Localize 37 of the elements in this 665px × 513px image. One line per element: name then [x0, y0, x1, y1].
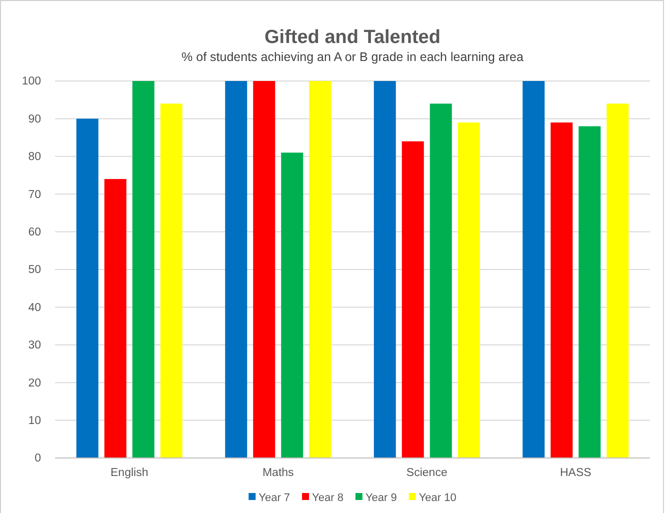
- bar: [522, 81, 545, 458]
- x-tick-label: Science: [406, 467, 448, 480]
- y-tick-label: 100: [22, 76, 41, 88]
- bar: [309, 81, 332, 458]
- y-tick-label: 60: [28, 226, 41, 238]
- y-tick-label: 50: [28, 264, 41, 276]
- y-tick-label: 30: [28, 340, 41, 352]
- x-tick-label: HASS: [560, 467, 592, 480]
- y-tick-label: 70: [28, 188, 41, 201]
- legend-label: Year 8: [312, 492, 344, 504]
- bar: [430, 104, 452, 458]
- y-tick-label: 40: [28, 302, 41, 314]
- bar: [104, 179, 126, 458]
- y-tick-label: 90: [28, 113, 41, 126]
- bar: [225, 81, 248, 458]
- bar: [550, 122, 573, 458]
- legend-label: Year 10: [418, 492, 456, 504]
- bar: [76, 118, 98, 458]
- bar: [374, 81, 396, 458]
- bar: [281, 152, 304, 458]
- legend-label: Year 9: [365, 492, 397, 504]
- legend-label: Year 7: [258, 492, 290, 504]
- bar: [458, 122, 480, 458]
- chart-subtitle: % of students achieving an A or B grade in each learning area: [182, 50, 524, 64]
- x-tick-label: Maths: [262, 467, 294, 480]
- bar: [132, 81, 154, 458]
- y-tick-label: 0: [34, 452, 41, 465]
- y-tick-label: 20: [28, 377, 41, 390]
- bar: [402, 141, 424, 458]
- bar: [160, 104, 182, 458]
- bar: [606, 104, 629, 458]
- y-tick-label: 10: [28, 414, 41, 427]
- chart-title: Gifted and Talented: [264, 27, 440, 48]
- bar: [578, 126, 601, 458]
- x-tick-label: English: [110, 467, 148, 480]
- bar: [253, 81, 276, 458]
- y-tick-label: 80: [28, 151, 41, 164]
